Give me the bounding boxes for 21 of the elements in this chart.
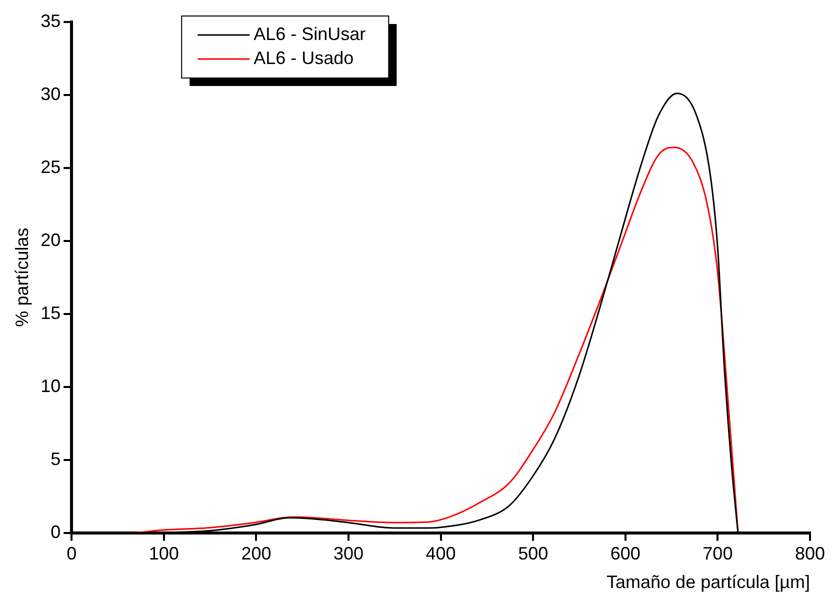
y-tick-label: 25 bbox=[40, 156, 61, 177]
legend-label: AL6 - SinUsar bbox=[254, 24, 366, 44]
x-tick-label: 400 bbox=[426, 544, 456, 564]
y-tick-label: 15 bbox=[40, 302, 61, 323]
legend-label: AL6 - Usado bbox=[254, 48, 354, 68]
x-tick-label: 100 bbox=[148, 544, 179, 564]
x-axis-title: Tamaño de partícula [µm] bbox=[606, 572, 810, 592]
y-tick-label: 20 bbox=[40, 230, 61, 250]
x-tick-label: 300 bbox=[333, 544, 364, 564]
x-tick-label: 600 bbox=[610, 544, 640, 564]
x-tick-label: 200 bbox=[241, 544, 272, 564]
y-tick-label: 10 bbox=[40, 376, 61, 396]
y-tick-label: 0 bbox=[50, 522, 61, 542]
y-axis-title: % partículas bbox=[12, 228, 32, 327]
x-tick-label: 800 bbox=[794, 544, 826, 564]
y-tick-label: 5 bbox=[50, 448, 61, 469]
y-tick-label: 35 bbox=[40, 10, 61, 31]
y-tick-label: 30 bbox=[40, 84, 61, 104]
x-tick-label: 0 bbox=[66, 544, 77, 564]
x-tick-label: 500 bbox=[518, 544, 548, 564]
x-tick-label: 700 bbox=[702, 544, 733, 564]
